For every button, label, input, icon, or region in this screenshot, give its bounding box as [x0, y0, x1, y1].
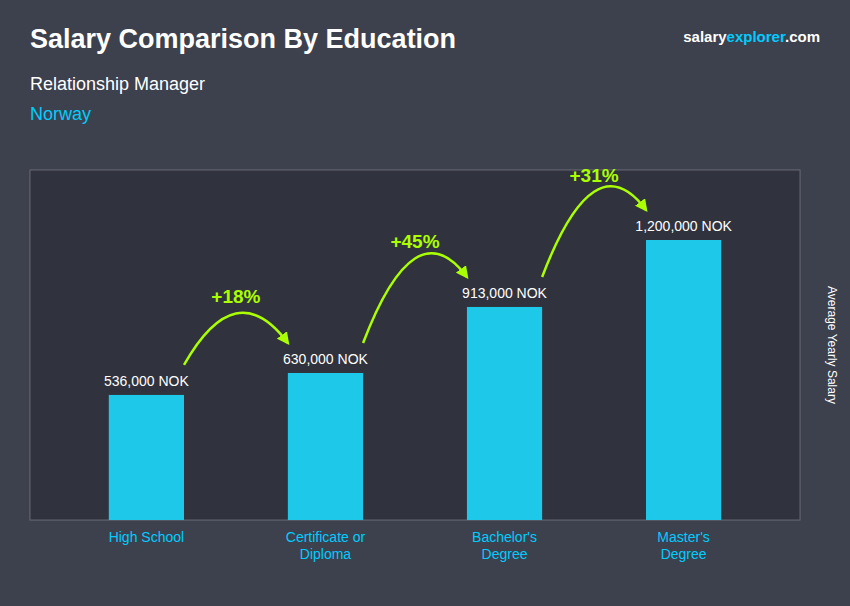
change-arrow [184, 313, 288, 365]
value-label: 536,000 NOK [104, 373, 189, 389]
plot-frame [30, 170, 800, 520]
value-label: 630,000 NOK [283, 351, 368, 367]
source-part: explorer [727, 28, 786, 45]
x-tick-label: High School [109, 529, 185, 545]
bar [646, 240, 721, 520]
x-tick-label-line: Degree [482, 546, 528, 562]
bar [467, 307, 542, 520]
x-tick-label-line: High School [109, 529, 185, 545]
x-tick-label-line: Degree [661, 546, 707, 562]
background [0, 0, 850, 606]
source-part: salary [683, 28, 727, 45]
chart-svg: Salary Comparison By Education Relationsh… [0, 0, 850, 606]
x-tick-label-line: Master's [657, 529, 709, 545]
x-tick-label: Master'sDegree [657, 529, 709, 562]
change-label: +18% [211, 286, 260, 307]
change-arrow [363, 253, 467, 343]
change-arrow [542, 186, 646, 277]
source-part: .com [785, 28, 820, 45]
x-tick-label-line: Bachelor's [472, 529, 537, 545]
x-tick-label-line: Certificate or [286, 529, 366, 545]
source: salaryexplorer.com [683, 28, 820, 45]
x-tick-label: Certificate orDiploma [286, 529, 366, 562]
bars [109, 240, 721, 520]
chart-container: Salary Comparison By Education Relationsh… [0, 0, 850, 606]
subtitle: Relationship Manager [30, 74, 205, 94]
bar [288, 373, 363, 520]
country: Norway [30, 104, 91, 124]
value-label: 1,200,000 NOK [635, 218, 732, 234]
change-label: +31% [570, 165, 619, 186]
x-tick-label-line: Diploma [300, 546, 352, 562]
title: Salary Comparison By Education [30, 24, 456, 54]
y-axis-label: Average Yearly Salary [825, 286, 839, 404]
change-label: +45% [390, 231, 439, 252]
bar [109, 395, 184, 520]
value-label: 913,000 NOK [462, 285, 547, 301]
x-tick-label: Bachelor'sDegree [472, 529, 537, 562]
